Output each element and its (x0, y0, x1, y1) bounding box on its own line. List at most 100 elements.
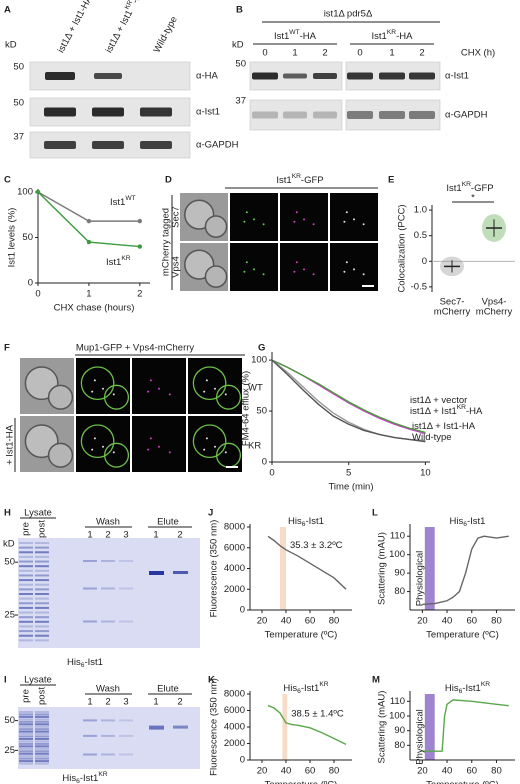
gel-band (35, 569, 49, 572)
puncta (147, 390, 150, 393)
panel-letter: A (4, 5, 11, 16)
y-axis-label: Colocalization (PCC) (397, 204, 408, 292)
y-axis-label: Ist1 levels (%) (7, 208, 18, 268)
gel-band (35, 542, 49, 544)
blot-band (252, 72, 278, 80)
gel-header: Lysate (24, 508, 52, 519)
membrane (80, 366, 115, 401)
gel-band (19, 735, 33, 738)
puncta (168, 393, 171, 396)
gel-band (35, 579, 49, 582)
gel-band (35, 639, 49, 642)
gel-band (19, 551, 33, 554)
gel-band (119, 560, 133, 562)
text-part: Ist1 (106, 257, 121, 268)
gel-caption: His6-Ist1KR (62, 771, 107, 784)
gel-band (101, 620, 115, 623)
x-tick-label: 5 (346, 468, 351, 479)
gel-band (35, 725, 49, 728)
blot-band (44, 141, 76, 149)
gel-band (35, 555, 49, 558)
gel-band (19, 602, 33, 605)
panel-letter: I (4, 675, 7, 686)
puncta (149, 379, 152, 382)
gel-band (19, 742, 33, 745)
lane-label: 2 (105, 530, 110, 541)
puncta (343, 270, 346, 273)
cell (204, 265, 228, 288)
puncta (203, 448, 206, 451)
lane-label: ist1Δ + Ist1KR-HA (102, 0, 147, 55)
kd-label: kD (3, 539, 15, 550)
x-tick-label: 80 (491, 616, 502, 627)
lane-label: 2 (177, 697, 182, 708)
superscript: KR (462, 181, 471, 188)
gel-band (19, 542, 33, 544)
puncta (362, 273, 365, 276)
puncta (243, 220, 246, 223)
row-label: KR (248, 441, 261, 452)
y-tick-label: 0 (240, 605, 245, 616)
gel-band (83, 734, 97, 737)
puncta (224, 451, 227, 454)
text-part: His (288, 516, 302, 527)
antibody-label: α-Ist1 (196, 107, 220, 118)
blot-band (44, 107, 76, 117)
micrograph (132, 416, 186, 472)
gel-band (19, 593, 33, 595)
data-line (422, 535, 509, 606)
data-point (86, 239, 92, 245)
strain-label: ist1Δ pdr5Δ (324, 9, 373, 20)
puncta (312, 273, 315, 276)
gel-band (35, 745, 49, 748)
text-part: Ist1 (276, 175, 291, 186)
superscript: KR (457, 404, 466, 411)
highlight-band (282, 694, 288, 760)
gel-band (19, 574, 33, 577)
data-line (267, 704, 347, 745)
text-part: His (62, 773, 76, 784)
antibody-label: α-Ist1 (445, 71, 469, 82)
y-tick-label: 0.5 (414, 230, 427, 241)
data-line (422, 699, 509, 752)
y-tick-label: 100 (251, 355, 267, 366)
gel-band (119, 719, 133, 722)
puncta (93, 379, 96, 382)
gel-band (19, 616, 33, 619)
superscript: KR (98, 771, 107, 778)
x-tick-label: 1 (86, 289, 91, 300)
text-part: -Ist1 (80, 773, 98, 784)
axis-label: CHX (h) (461, 48, 495, 59)
y-tick-label: 80 (394, 740, 405, 751)
panel-letter: L (372, 508, 378, 519)
group-label: Ist1WT-HA (274, 29, 317, 41)
panel-letter: E (388, 175, 394, 186)
gel-band (19, 723, 33, 726)
puncta (295, 261, 298, 264)
lane-label: pre (21, 522, 32, 536)
text-part: -HA (129, 0, 147, 5)
gel-band (19, 747, 33, 750)
gel-band (19, 733, 33, 736)
legend-label: ist1Δ + Ist1-HA (412, 421, 476, 432)
blot-band (347, 111, 373, 119)
superscript: KR (387, 29, 396, 36)
x-tick-label: 20 (257, 766, 268, 777)
micrograph (132, 358, 186, 414)
highlight-band (424, 694, 435, 760)
y-tick-label: -0.5 (411, 281, 427, 292)
legend-label: ist1Δ + Ist1KR-HA (410, 404, 483, 416)
text-part: Ist1 (274, 31, 289, 42)
micrograph (280, 243, 328, 291)
legend-label: Ist1KR (106, 255, 131, 267)
lane-label: 2 (105, 697, 110, 708)
data-line (267, 535, 347, 590)
blot-band (45, 72, 75, 80)
kd-label: kD (232, 40, 244, 51)
puncta (293, 270, 296, 273)
puncta (102, 387, 104, 390)
x-tick-label: 60 (305, 616, 316, 627)
gel-band (35, 738, 49, 740)
lane-label: ist1Δ + Ist1-HA (55, 0, 95, 55)
x-tick-label: Sec7- (440, 297, 465, 308)
